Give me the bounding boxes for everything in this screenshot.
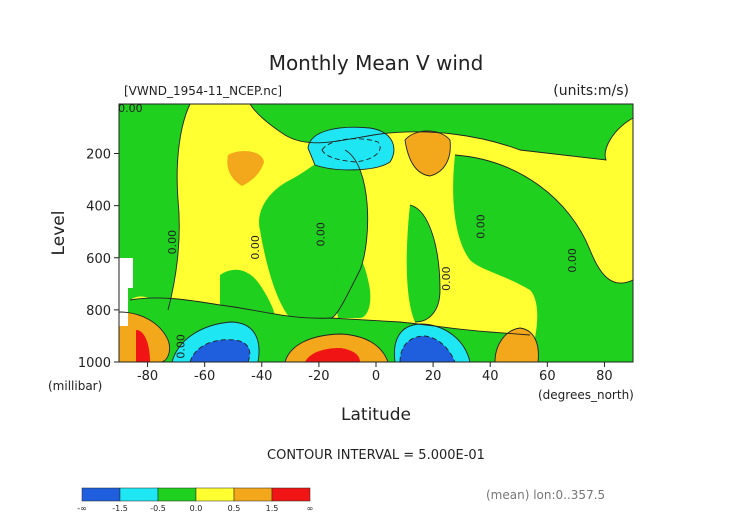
x-tick-label: -80 (137, 369, 158, 384)
region-south-polar (119, 104, 190, 310)
region-nh-midlevel (406, 205, 440, 322)
colorbar-tick-label: -1.5 (112, 504, 128, 513)
region-north-upper-sh (227, 150, 264, 186)
colorbar-tick-label: ∞ (307, 504, 314, 513)
y-axis: 200 400 600 800 1000 (78, 148, 119, 371)
strong-south-regions (190, 336, 455, 362)
x-tick-label: -20 (308, 369, 329, 384)
strong-north-regions (136, 330, 360, 362)
x-tick-label: -40 (251, 369, 272, 384)
region-upper-trop-band (250, 104, 633, 160)
y-axis-units: (millibar) (48, 379, 102, 393)
contour-label: 0.00 (118, 102, 143, 115)
contour-label: 0.00 (475, 214, 488, 239)
y-tick-label: 600 (86, 252, 111, 267)
colorbar-swatch (119, 487, 159, 502)
chart-title: Monthly Mean V wind (269, 51, 484, 75)
x-tick-label: 40 (482, 369, 499, 384)
heatmap-plot: 0.00 0.00 0.00 0.00 0.00 0.00 0.00 0.00 0.00 (118, 94, 633, 362)
colorbar-swatch (233, 487, 273, 502)
region-low-strong-nh (400, 336, 455, 362)
colorbar-swatch (81, 487, 121, 502)
x-tick-label: 60 (539, 369, 556, 384)
colorbar-swatch (271, 487, 311, 502)
region-north-upper-nh (405, 131, 451, 176)
region-low-strong-sh (190, 339, 250, 362)
x-tick-label: 0 (372, 369, 380, 384)
x-axis: -80 -60 -40 -20 0 20 40 60 80 (137, 362, 613, 384)
y-tick-label: 200 (86, 148, 111, 163)
contour-labels: 0.00 0.00 0.00 0.00 0.00 0.00 0.00 0.00 0.00 (118, 94, 579, 359)
contour-label: 0.00 (566, 248, 579, 273)
y-tick-label: 1000 (78, 356, 111, 371)
contour-label: 0.00 (315, 222, 328, 247)
region-north-low-mid (285, 334, 388, 362)
contour-interval-text: CONTOUR INTERVAL = 5.000E-01 (267, 448, 485, 463)
region-nh-subtropics (453, 155, 633, 362)
colorbar-tick-label: -0.5 (150, 504, 166, 513)
x-tick-label: -60 (194, 369, 215, 384)
y-axis-label: Level (49, 211, 69, 256)
contour-label: 0.00 (166, 230, 179, 255)
colorbar-tick-label: -∞ (77, 504, 87, 513)
region-strong-north-sh (136, 330, 150, 362)
region-north-low-nh (495, 328, 539, 362)
region-sh-midlevel (220, 269, 275, 318)
x-tick-label: 20 (425, 369, 442, 384)
colorbar-tick-label: 0.0 (190, 504, 203, 513)
region-strong-north-mid (305, 348, 360, 362)
x-axis-units: (degrees_north) (538, 388, 634, 402)
y-tick-label: 800 (86, 304, 111, 319)
contour-label: 0.00 (440, 266, 453, 291)
contour-lines (119, 104, 633, 362)
missing-data-mask (119, 258, 133, 288)
x-tick-label: 80 (596, 369, 613, 384)
contour-label: 0.00 (249, 235, 262, 259)
colorbar-tick-label: 0.5 (228, 504, 241, 513)
north-regions (119, 131, 539, 362)
y-tick-label: 400 (86, 200, 111, 215)
x-axis-label: Latitude (341, 405, 411, 425)
region-upper-southerly (308, 127, 394, 170)
colorbar-swatch (157, 487, 197, 502)
contour-label: 0.00 (387, 94, 412, 107)
colorbar: -∞ -1.5 -0.5 0.0 0.5 1.5 ∞ (77, 487, 314, 513)
file-label: [VWND_1954-11_NCEP.nc] (124, 84, 282, 98)
missing-data-mask-2 (119, 288, 128, 326)
colorbar-swatch (195, 487, 235, 502)
footer-mean-label: (mean) lon:0..357.5 (486, 488, 605, 502)
units-label: (units:m/s) (553, 83, 629, 99)
contour-label: 0.00 (175, 334, 188, 359)
colorbar-tick-label: 1.5 (266, 504, 279, 513)
